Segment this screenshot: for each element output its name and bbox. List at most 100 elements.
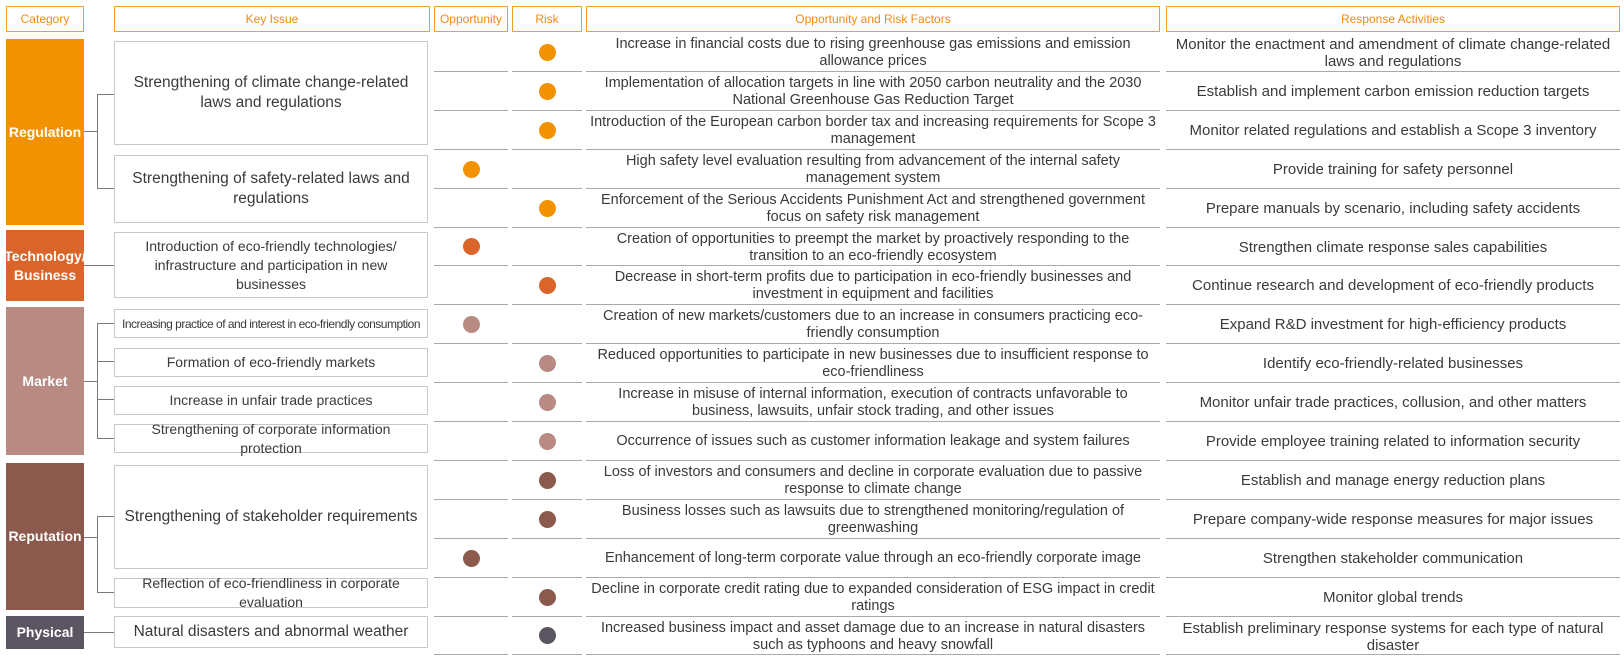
row-separator: [586, 265, 1160, 266]
row-separator: [1166, 304, 1620, 305]
row-separator: [1166, 188, 1620, 189]
factor-text: Enhancement of long-term corporate value…: [605, 550, 1141, 566]
response-text: Monitor the enactment and amendment of c…: [1175, 35, 1611, 70]
risk-dot: [538, 511, 556, 528]
risk-dot: [538, 200, 556, 217]
row-separator: [512, 421, 582, 422]
row-separator: [434, 538, 508, 539]
risk-dot: [538, 44, 556, 61]
risk-dot: [538, 589, 556, 606]
factor-text: Decline in corporate credit rating due t…: [591, 580, 1155, 614]
row-separator: [1166, 577, 1620, 578]
row-separator: [586, 110, 1160, 111]
risk-dot: [538, 122, 556, 139]
factor-text: Increased business impact and asset dama…: [600, 619, 1146, 653]
key-issue-unfair-trade: Increase in unfair trade practices: [114, 386, 428, 415]
header-factors: Opportunity and Risk Factors: [586, 6, 1160, 32]
row-separator: [434, 499, 508, 500]
category-reputation: Reputation: [6, 463, 84, 610]
category-physical: Physical: [6, 616, 84, 649]
row-separator: [512, 616, 582, 617]
row-separator: [434, 421, 508, 422]
category-technology-business: Technology/ Business: [4, 230, 86, 301]
factor-text: Increase in misuse of internal informati…: [618, 385, 1128, 419]
category-market: Market: [6, 307, 84, 455]
response-text: Strengthen climate response sales capabi…: [1238, 239, 1548, 256]
row-separator: [434, 71, 508, 72]
row-separator: [1166, 654, 1620, 655]
risk-dot: [538, 83, 556, 100]
response-text: Continue research and development of eco…: [1192, 277, 1594, 294]
row-separator: [434, 460, 508, 461]
key-issue-corporate-evaluation: Reflection of eco-friendliness in corpor…: [114, 575, 428, 610]
row-separator: [586, 460, 1160, 461]
row-separator: [1166, 343, 1620, 344]
risk-dot: [538, 355, 556, 372]
row-separator: [512, 265, 582, 266]
row-separator: [586, 499, 1160, 500]
row-separator: [1166, 382, 1620, 383]
opportunity-dot: [462, 161, 480, 178]
row-separator: [512, 343, 582, 344]
response-text: Monitor related regulations and establis…: [1189, 122, 1597, 139]
factor-text: Creation of new markets/customers due to…: [603, 307, 1143, 341]
row-separator: [1166, 460, 1620, 461]
row-separator: [1166, 110, 1620, 111]
row-separator: [512, 227, 582, 228]
row-separator: [512, 149, 582, 150]
response-text: Establish and manage energy reduction pl…: [1240, 472, 1546, 489]
row-separator: [586, 654, 1160, 655]
row-separator: [586, 343, 1160, 344]
risk-dot: [538, 433, 556, 450]
row-separator: [586, 616, 1160, 617]
row-separator: [434, 265, 508, 266]
row-separator: [512, 71, 582, 72]
factor-text: Decrease in short-term profits due to pa…: [614, 268, 1132, 302]
factor-text: Introduction of the European carbon bord…: [590, 113, 1156, 147]
row-separator: [586, 421, 1160, 422]
row-separator: [512, 538, 582, 539]
key-issue-eco-technologies: Introduction of eco-friendly technologie…: [114, 232, 428, 298]
response-text: Establish and implement carbon emission …: [1196, 83, 1590, 100]
factor-text: Loss of investors and consumers and decl…: [603, 463, 1143, 497]
row-separator: [512, 304, 582, 305]
row-separator: [512, 188, 582, 189]
row-separator: [512, 654, 582, 655]
risk-dot: [538, 472, 556, 489]
opportunity-dot: [462, 316, 480, 333]
opportunity-dot: [462, 550, 480, 567]
row-separator: [1166, 265, 1620, 266]
factor-text: Enforcement of the Serious Accidents Pun…: [600, 191, 1146, 225]
row-separator: [434, 382, 508, 383]
factor-text: High safety level evaluation resulting f…: [625, 152, 1121, 186]
row-separator: [586, 188, 1160, 189]
row-separator: [512, 460, 582, 461]
row-separator: [434, 110, 508, 111]
row-separator: [434, 654, 508, 655]
response-text: Provide training for safety personnel: [1272, 161, 1514, 178]
header-opportunity: Opportunity: [434, 6, 508, 32]
factor-text: Increase in financial costs due to risin…: [615, 35, 1131, 69]
row-separator: [1166, 538, 1620, 539]
response-text: Establish preliminary response systems f…: [1182, 619, 1604, 654]
risk-dot: [538, 394, 556, 411]
row-separator: [512, 110, 582, 111]
category-technology-business-label: Technology/ Business: [4, 247, 86, 283]
row-separator: [586, 71, 1160, 72]
factor-text: Implementation of allocation targets in …: [604, 74, 1142, 108]
row-separator: [434, 188, 508, 189]
row-separator: [586, 149, 1160, 150]
response-text: Provide employee training related to inf…: [1205, 433, 1581, 450]
row-separator: [586, 577, 1160, 578]
key-issue-safety-laws: Strengthening of safety-related laws and…: [114, 155, 428, 223]
row-separator: [434, 343, 508, 344]
factor-text: Creation of opportunities to preempt the…: [616, 230, 1130, 264]
row-separator: [434, 227, 508, 228]
factor-text: Reduced opportunities to participate in …: [597, 346, 1149, 380]
response-text: Monitor unfair trade practices, collusio…: [1199, 394, 1587, 411]
row-separator: [434, 304, 508, 305]
row-separator: [434, 577, 508, 578]
row-separator: [586, 304, 1160, 305]
header-key-issue: Key Issue: [114, 6, 430, 32]
row-separator: [586, 538, 1160, 539]
